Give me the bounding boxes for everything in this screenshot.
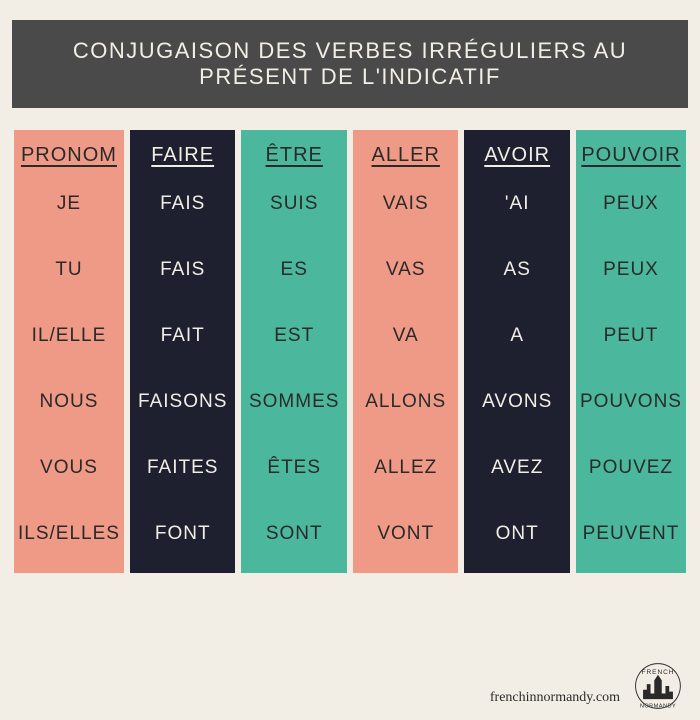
cell: POUVONS	[580, 391, 682, 413]
column-header: ÊTRE	[266, 144, 323, 167]
cell: 'AI	[505, 193, 530, 215]
cell: FAIS	[160, 259, 205, 281]
cell: FAISONS	[138, 391, 227, 413]
column-pouvoir: POUVOIR PEUX PEUX PEUT POUVONS POUVEZ PE…	[576, 130, 686, 573]
cell: AVONS	[482, 391, 552, 413]
cell: VOUS	[40, 457, 98, 479]
logo-text-bottom: NORMANDY	[640, 703, 676, 709]
column-pronom: PRONOM JE TU IL/ELLE NOUS VOUS ILS/ELLES	[14, 130, 124, 573]
cell: FONT	[155, 523, 211, 545]
cell: VAS	[386, 259, 426, 281]
page-title: CONJUGAISON DES VERBES IRRÉGULIERS AU PR…	[12, 20, 688, 108]
cell: AS	[504, 259, 531, 281]
cell: ILS/ELLES	[18, 523, 120, 545]
cell: JE	[57, 193, 81, 215]
column-header: AVOIR	[484, 144, 550, 167]
column-header: PRONOM	[21, 144, 117, 167]
cell: AVEZ	[491, 457, 543, 479]
cell: IL/ELLE	[32, 325, 107, 347]
cell: VAIS	[383, 193, 429, 215]
cell: A	[510, 325, 524, 347]
cell: PEUX	[603, 259, 659, 281]
cell: TU	[55, 259, 82, 281]
cell: VA	[393, 325, 419, 347]
column-header: POUVOIR	[581, 144, 680, 167]
cell: VONT	[377, 523, 434, 545]
cell: NOUS	[40, 391, 99, 413]
cell: POUVEZ	[589, 457, 673, 479]
cell: FAITES	[147, 457, 218, 479]
cell: PEUT	[604, 325, 659, 347]
column-etre: ÊTRE SUIS ES EST SOMMES ÊTES SONT	[241, 130, 347, 573]
cell: ES	[281, 259, 308, 281]
column-avoir: AVOIR 'AI AS A AVONS AVEZ ONT	[464, 130, 570, 573]
column-header: ALLER	[372, 144, 440, 167]
cell: PEUX	[603, 193, 659, 215]
cell: ONT	[496, 523, 539, 545]
cell: SUIS	[270, 193, 318, 215]
cell: EST	[274, 325, 314, 347]
column-header: FAIRE	[151, 144, 214, 167]
footer-url: frenchinnormandy.com	[490, 690, 620, 706]
column-faire: FAIRE FAIS FAIS FAIT FAISONS FAITES FONT	[130, 130, 236, 573]
cell: SONT	[266, 523, 323, 545]
cell: SOMMES	[249, 391, 339, 413]
cell: ÊTES	[267, 457, 321, 479]
cell: ALLEZ	[374, 457, 437, 479]
cell: ALLONS	[365, 391, 446, 413]
cell: FAIT	[161, 325, 205, 347]
brand-logo-icon: FRENCH NORMANDY	[630, 658, 686, 714]
cell: FAIS	[160, 193, 205, 215]
cell: PEUVENT	[583, 523, 680, 545]
column-aller: ALLER VAIS VAS VA ALLONS ALLEZ VONT	[353, 130, 459, 573]
conjugation-table: PRONOM JE TU IL/ELLE NOUS VOUS ILS/ELLES…	[0, 108, 700, 573]
